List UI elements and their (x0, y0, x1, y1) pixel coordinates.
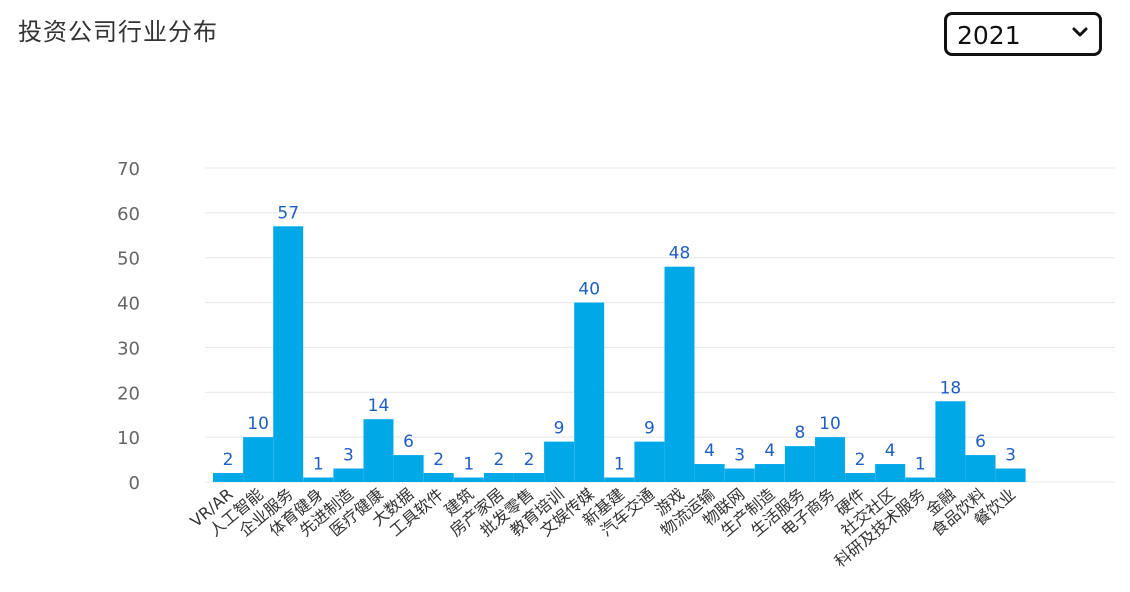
y-tick-label: 20 (117, 383, 140, 404)
bar (423, 473, 454, 482)
bar (724, 468, 755, 482)
data-label: 1 (614, 455, 625, 475)
data-label: 10 (819, 414, 841, 434)
data-label: 4 (704, 441, 715, 461)
y-tick-label: 30 (117, 338, 140, 359)
data-label: 1 (463, 455, 474, 475)
data-label: 3 (1005, 446, 1016, 466)
data-label: 4 (764, 441, 775, 461)
bar (694, 464, 725, 482)
bar (363, 419, 394, 482)
y-tick-label: 0 (129, 473, 140, 494)
data-label: 1 (915, 455, 926, 475)
bar (243, 437, 274, 482)
data-label: 48 (669, 244, 691, 264)
y-tick-label: 60 (117, 204, 140, 225)
bar (905, 477, 936, 482)
bar (514, 473, 544, 482)
data-label: 10 (247, 414, 269, 434)
data-label: 57 (277, 203, 299, 223)
bar (483, 473, 514, 482)
data-label: 6 (403, 432, 414, 452)
bar (875, 464, 906, 482)
bar (815, 437, 845, 482)
data-label: 18 (940, 378, 962, 398)
data-label: 9 (554, 419, 565, 439)
data-label: 4 (885, 441, 896, 461)
bar (935, 401, 966, 482)
data-label: 2 (855, 450, 866, 470)
data-label: 14 (368, 396, 390, 416)
year-select[interactable]: 2021 (944, 12, 1102, 56)
data-label: 9 (644, 419, 655, 439)
bar (574, 302, 605, 482)
bar (273, 226, 304, 482)
bar (784, 446, 815, 482)
y-tick-label: 40 (117, 294, 140, 315)
bar (754, 464, 785, 482)
chevron-down-icon (1072, 27, 1088, 37)
data-label: 40 (578, 280, 600, 300)
data-label: 2 (524, 450, 535, 470)
y-tick-label: 10 (117, 428, 140, 449)
bar (634, 441, 665, 482)
data-label: 8 (794, 423, 805, 443)
bar (664, 266, 695, 482)
y-tick-label: 70 (117, 159, 140, 180)
y-tick-label: 50 (117, 249, 140, 270)
data-label: 1 (313, 455, 324, 475)
data-label: 2 (223, 450, 234, 470)
bar (303, 477, 334, 482)
bar (453, 477, 484, 482)
data-label: 3 (343, 446, 354, 466)
bar (604, 477, 635, 482)
bar (393, 455, 424, 482)
bar (213, 473, 243, 482)
data-label: 2 (433, 450, 444, 470)
bar (333, 468, 364, 482)
bar (965, 455, 996, 482)
bar (544, 441, 575, 482)
chart-title: 投资公司行业分布 (18, 18, 218, 46)
data-label: 6 (975, 432, 986, 452)
data-label: 2 (493, 450, 504, 470)
bar (995, 468, 1026, 482)
data-label: 3 (734, 446, 745, 466)
year-select-value: 2021 (957, 21, 1021, 50)
bar (845, 473, 876, 482)
